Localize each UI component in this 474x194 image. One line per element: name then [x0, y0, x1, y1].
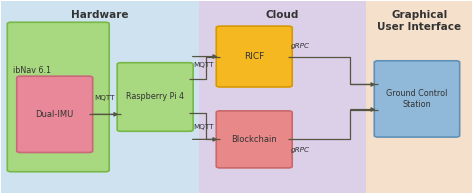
Text: gRPC: gRPC — [291, 147, 310, 153]
FancyBboxPatch shape — [117, 63, 193, 131]
FancyBboxPatch shape — [17, 76, 93, 152]
FancyBboxPatch shape — [366, 1, 473, 193]
Text: MQTT: MQTT — [193, 124, 214, 130]
Text: MQTT: MQTT — [95, 95, 115, 101]
FancyBboxPatch shape — [0, 1, 199, 193]
Text: RICF: RICF — [244, 52, 264, 61]
Text: Hardware: Hardware — [71, 10, 128, 20]
FancyBboxPatch shape — [374, 61, 460, 137]
FancyBboxPatch shape — [7, 22, 109, 172]
FancyBboxPatch shape — [199, 1, 366, 193]
FancyBboxPatch shape — [216, 111, 292, 168]
Text: ibNav 6.1: ibNav 6.1 — [13, 66, 51, 75]
Text: Graphical
User Interface: Graphical User Interface — [377, 10, 462, 32]
Text: Raspberry Pi 4: Raspberry Pi 4 — [126, 93, 184, 101]
Text: Ground Control
Station: Ground Control Station — [386, 89, 447, 109]
Text: Cloud: Cloud — [265, 10, 299, 20]
Text: MQTT: MQTT — [193, 62, 214, 68]
Text: gRPC: gRPC — [291, 43, 310, 49]
Text: Dual-IMU: Dual-IMU — [36, 110, 74, 119]
FancyBboxPatch shape — [216, 26, 292, 87]
Text: Blockchain: Blockchain — [231, 135, 277, 144]
